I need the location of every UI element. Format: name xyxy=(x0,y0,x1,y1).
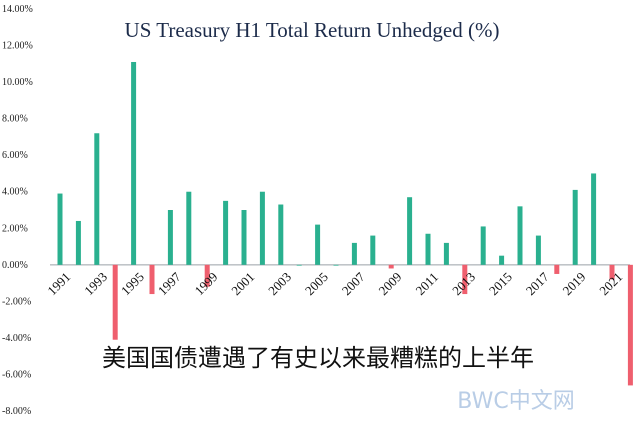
y-tick-label: -2.00% xyxy=(2,296,31,307)
x-axis-ticks: 1991 1993 1995 1997 1999 2001 2003 2005 2007 2009… xyxy=(44,269,625,298)
bar-2019 xyxy=(572,189,578,265)
bar-2007 xyxy=(351,242,357,265)
bar-2000 xyxy=(223,200,229,265)
bar-2015 xyxy=(499,255,505,265)
bar-2010 xyxy=(407,197,413,265)
chart-title: US Treasury H1 Total Return Unhedged (%) xyxy=(125,18,500,42)
x-tick-label: 2017 xyxy=(523,269,552,298)
y-tick-label: 6.00% xyxy=(2,150,28,161)
bar-2004 xyxy=(296,264,302,266)
x-tick-label: 2021 xyxy=(596,269,625,298)
bar-2001 xyxy=(241,210,247,265)
bar-1995 xyxy=(131,61,137,265)
x-tick-label: 2011 xyxy=(412,269,441,298)
bar-2009 xyxy=(388,264,394,269)
bar-2005 xyxy=(315,224,321,265)
y-tick-label: -8.00% xyxy=(2,406,31,417)
y-tick-label: -6.00% xyxy=(2,369,31,380)
bar-1993 xyxy=(94,133,100,265)
bar-2013 xyxy=(462,264,468,295)
watermark: BWC中文网 xyxy=(457,389,574,414)
x-tick-label: 2007 xyxy=(339,269,368,298)
bar-1998 xyxy=(186,191,192,265)
y-tick-label: 4.00% xyxy=(2,187,28,198)
bar-2002 xyxy=(259,191,265,265)
x-tick-label: 2001 xyxy=(228,269,257,298)
y-tick-label: 12.00% xyxy=(2,41,33,52)
bar-2006 xyxy=(333,264,339,266)
y-axis-ticks: -8.00% -6.00% -4.00% -2.00% 0.00% 2.00% 4.00% 6… xyxy=(2,4,33,417)
bar-2018 xyxy=(554,264,560,274)
y-tick-label: 10.00% xyxy=(2,77,33,88)
bar-2008 xyxy=(370,235,376,265)
y-tick-label: 14.00% xyxy=(2,4,33,15)
caption-overlay: 美国国债遭遇了有史以来最糟糕的上半年 xyxy=(102,344,534,372)
x-tick-label: 1995 xyxy=(118,269,147,298)
bar-1996 xyxy=(149,264,155,295)
y-tick-label: 8.00% xyxy=(2,114,28,125)
x-tick-label: 2009 xyxy=(376,269,405,298)
x-tick-label: 1991 xyxy=(44,269,73,298)
bar-2014 xyxy=(480,226,486,265)
y-tick-label: -4.00% xyxy=(2,333,31,344)
bar-1991 xyxy=(57,193,63,265)
bars xyxy=(57,61,633,386)
bar-1992 xyxy=(75,220,81,265)
bar-2020 xyxy=(591,173,597,265)
bar-2021 xyxy=(609,264,615,280)
bar-2016 xyxy=(517,206,523,265)
x-tick-label: 2005 xyxy=(302,269,331,298)
x-tick-label: 2003 xyxy=(265,269,294,298)
bar-2012 xyxy=(443,242,449,265)
y-tick-label: 0.00% xyxy=(2,260,28,271)
bar-2017 xyxy=(535,235,541,265)
x-tick-label: 2015 xyxy=(486,269,515,298)
bar-2022 xyxy=(627,264,633,386)
x-tick-label: 2013 xyxy=(449,269,478,298)
x-tick-label: 1997 xyxy=(155,269,184,298)
bar-2011 xyxy=(425,233,431,265)
bar-1994 xyxy=(112,264,118,340)
bar-1997 xyxy=(167,210,173,265)
bar-2003 xyxy=(278,204,284,265)
x-tick-label: 1993 xyxy=(81,269,110,298)
bar-1999 xyxy=(204,264,210,287)
y-tick-label: 2.00% xyxy=(2,223,28,234)
x-tick-label: 2019 xyxy=(560,269,589,298)
x-tick-label: 1999 xyxy=(192,269,221,298)
